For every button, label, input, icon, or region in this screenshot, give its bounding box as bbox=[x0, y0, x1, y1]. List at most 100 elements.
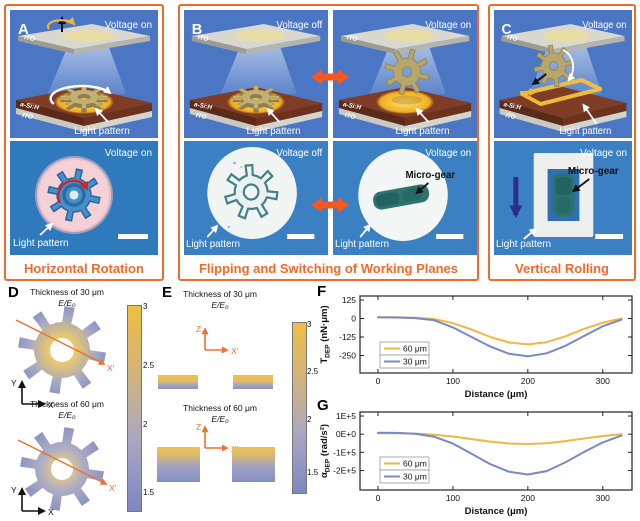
y-tick-label: -1E+5 bbox=[333, 447, 356, 457]
light-pattern-arrow bbox=[415, 107, 429, 123]
micro-gear-side-view bbox=[552, 173, 575, 217]
voltage-state-label: Voltage on bbox=[580, 148, 627, 159]
micro-gear-label: Micro-gear bbox=[568, 166, 619, 177]
x-tick-label: 0 bbox=[376, 493, 381, 503]
panel-letter: B bbox=[192, 22, 203, 38]
y-tick-label: 1E+5 bbox=[336, 411, 356, 421]
voltage-state-label: Voltage on bbox=[425, 148, 471, 159]
light-beam bbox=[46, 39, 126, 98]
x-tick-label: 100 bbox=[446, 376, 460, 386]
ito-top-label: ITO bbox=[24, 34, 36, 43]
top-electrode-edge-left bbox=[18, 36, 74, 54]
panel-d-title-30: Thickness of 30 μm bbox=[30, 287, 104, 297]
debris-speck bbox=[240, 166, 243, 168]
top-electrode-edge-right bbox=[246, 36, 321, 54]
rotation-arrow-red bbox=[57, 179, 89, 204]
ito-bottom-label: ITO bbox=[195, 112, 207, 121]
panel-e-letter: E bbox=[162, 284, 173, 301]
x-tick-label: 100 bbox=[446, 493, 460, 503]
panel-b-microscopy-off: Voltage off Light pattern bbox=[184, 141, 328, 255]
light-pattern-arrow bbox=[582, 103, 598, 125]
micro-gear-arrow bbox=[415, 182, 429, 195]
cross-section-60um-left bbox=[157, 447, 200, 482]
ito-bottom-label: ITO bbox=[22, 112, 34, 121]
double-arrow-icon bbox=[311, 197, 349, 213]
panel-letter: A bbox=[18, 21, 29, 38]
panel-d-colorbar bbox=[127, 305, 142, 512]
top-electrode-edge-right bbox=[553, 36, 625, 54]
panel-b-schematic-off: ITO B Voltage off a-Si:H ITO Light patte… bbox=[184, 10, 328, 138]
panel-d-efield-30: E/E₀ bbox=[58, 298, 76, 308]
cross-section-60um-right bbox=[232, 447, 275, 482]
ito-bottom-label: ITO bbox=[505, 112, 516, 121]
panel-d-title-60: Thickness of 60 μm bbox=[30, 399, 104, 409]
panel-b-box: ITO B Voltage off a-Si:H ITO Light patte… bbox=[178, 4, 479, 281]
ito-slab-left bbox=[499, 108, 563, 132]
scale-bar bbox=[595, 234, 624, 239]
light-pattern-label: Light pattern bbox=[246, 126, 300, 137]
panel-d-axes-30: Y X bbox=[11, 378, 54, 410]
panel-e-title-30: Thickness of 30 μm bbox=[183, 289, 257, 299]
y-tick-label: -250 bbox=[339, 351, 356, 361]
legend-label: 60 μm bbox=[403, 344, 427, 354]
panel-e-colorbar bbox=[292, 322, 307, 494]
x-tick-label: 200 bbox=[521, 493, 535, 503]
light-pattern-label: Light pattern bbox=[395, 126, 449, 137]
panel-c-caption: Vertical Rolling bbox=[515, 261, 609, 276]
light-pattern-label: Light pattern bbox=[496, 239, 551, 250]
gear-shape bbox=[384, 48, 430, 96]
light-pattern-arrow bbox=[523, 227, 538, 240]
gear-shape bbox=[223, 163, 279, 220]
panel-g-letter: G bbox=[317, 397, 329, 414]
colorbar-tick: 2 bbox=[143, 420, 148, 429]
voltage-state-label: Voltage off bbox=[276, 148, 322, 159]
a-si-h-label: a-Si:H bbox=[193, 101, 213, 112]
flip-double-arrow-bottom bbox=[311, 197, 349, 213]
y-tick-label: 125 bbox=[342, 295, 356, 305]
light-pattern-label: Light pattern bbox=[186, 239, 240, 250]
debris-speck bbox=[233, 161, 236, 165]
scale-bar bbox=[436, 234, 464, 239]
light-pattern-arrow bbox=[206, 224, 219, 238]
y-axis-title: TDEP (nN·μm) bbox=[319, 305, 332, 363]
panel-a-box: ITO A Voltage on a-Si:H ITO Light patter… bbox=[4, 4, 164, 281]
panel-c-microscopy: Micro-gear Voltage on Light pattern bbox=[494, 141, 632, 255]
light-spot-top bbox=[234, 30, 286, 42]
photoconductor-edge-right bbox=[84, 103, 152, 126]
rotation-arrow-white bbox=[562, 49, 576, 82]
y-axis-label: Y bbox=[11, 378, 17, 388]
voltage-state-label: Voltage off bbox=[276, 20, 322, 31]
x-tick-label: 200 bbox=[521, 376, 535, 386]
double-arrow-icon bbox=[311, 69, 349, 85]
top-electrode-edge-right bbox=[74, 36, 150, 54]
legend-box bbox=[379, 469, 430, 484]
photoconductor-edge-right bbox=[405, 103, 472, 126]
ito-slab-left bbox=[189, 108, 256, 132]
micro-gear-arrow bbox=[571, 178, 590, 193]
colorbar-tick: 2.5 bbox=[307, 367, 319, 376]
panel-e-efield-60: E/E₀ bbox=[211, 414, 229, 424]
legend-label: 30 μm bbox=[403, 472, 427, 482]
x-axis-label: X bbox=[48, 507, 54, 517]
top-electrode-edge-right bbox=[395, 36, 470, 54]
debris-speck bbox=[227, 225, 230, 229]
x-axis-label: X bbox=[48, 400, 54, 410]
panel-b-caption: Flipping and Switching of Working Planes bbox=[198, 261, 459, 276]
z-axis-label: Z bbox=[196, 324, 201, 334]
ito-slab-right bbox=[256, 111, 323, 132]
voltage-state-label: Voltage on bbox=[105, 20, 152, 31]
y-axis-title: αDEP (rad/s²) bbox=[319, 424, 332, 478]
light-spot-top bbox=[383, 30, 435, 42]
y-axis-label: Y bbox=[11, 485, 17, 495]
ito-bottom-label: ITO bbox=[344, 112, 356, 121]
cut-line-x-prime bbox=[17, 439, 108, 485]
photoconductor-edge-left bbox=[189, 100, 256, 126]
a-si-h-label: a-Si:H bbox=[20, 101, 40, 112]
rolling-direction-arrow-black bbox=[531, 73, 547, 86]
light-pattern-disc bbox=[207, 147, 297, 239]
rotation-arrow-white bbox=[49, 84, 112, 105]
y-tick-label: -125 bbox=[339, 332, 356, 342]
ito-top-label: ITO bbox=[197, 34, 209, 43]
panel-d-gear-30: X′ bbox=[15, 306, 115, 394]
a-si-h-label: a-Si:H bbox=[503, 101, 522, 112]
